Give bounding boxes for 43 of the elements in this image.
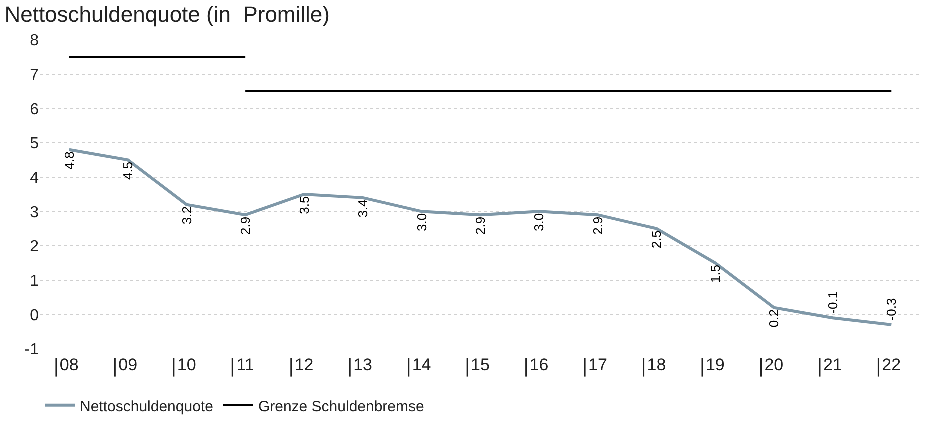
x-tick-label: 17 <box>588 355 608 374</box>
x-tick-label: 21 <box>823 355 842 374</box>
y-tick-label: 4 <box>30 170 40 187</box>
x-tick-label: 13 <box>354 355 372 374</box>
data-label: 4.8 <box>62 152 77 170</box>
data-label: 3.2 <box>179 206 194 225</box>
x-tick-label: 19 <box>706 355 725 374</box>
x-tick-label: 12 <box>294 355 314 374</box>
y-tick-label: 3 <box>30 204 40 222</box>
data-label: 2.9 <box>238 216 254 235</box>
data-label: 2.5 <box>649 230 664 249</box>
data-label: 2.9 <box>473 216 488 235</box>
data-label: 2.9 <box>590 216 606 235</box>
x-tick-label: 18 <box>647 355 666 374</box>
y-tick-label: 2 <box>30 238 40 256</box>
y-tick-label: 8 <box>30 32 40 50</box>
x-tick-label: 16 <box>530 355 549 374</box>
data-label: -0.3 <box>884 298 900 321</box>
chart-title: Nettoschuldenquote (in Promille) <box>4 2 330 27</box>
data-label: -0.1 <box>825 291 840 314</box>
data-label: 3.4 <box>356 200 371 218</box>
data-label: 3.0 <box>532 213 547 232</box>
y-tick-label: 5 <box>30 136 40 153</box>
x-tick-label: 08 <box>60 355 79 374</box>
x-tick-label: 09 <box>118 355 138 374</box>
y-tick-label: 6 <box>30 101 40 118</box>
x-tick-label: 10 <box>177 355 196 374</box>
data-label: 0.2 <box>766 310 782 328</box>
x-tick-label: 20 <box>764 355 784 374</box>
y-tick-label: 1 <box>30 272 40 290</box>
y-tick-label: 0 <box>30 307 40 324</box>
x-tick-label: 22 <box>882 355 902 374</box>
legend-label: Grenze Schuldenbremse <box>258 398 424 416</box>
x-tick-label: 15 <box>471 355 490 374</box>
x-tick-label: 14 <box>412 355 432 374</box>
data-label: 3.0 <box>414 213 430 232</box>
x-tick-label: 11 <box>236 355 254 374</box>
data-label: 3.5 <box>296 196 312 214</box>
data-label: 4.5 <box>120 162 136 180</box>
y-tick-label: 7 <box>30 66 40 84</box>
legend-label: Nettoschuldenquote <box>80 398 214 416</box>
data-label: 1.5 <box>708 264 723 283</box>
y-tick-label: -1 <box>24 342 40 359</box>
